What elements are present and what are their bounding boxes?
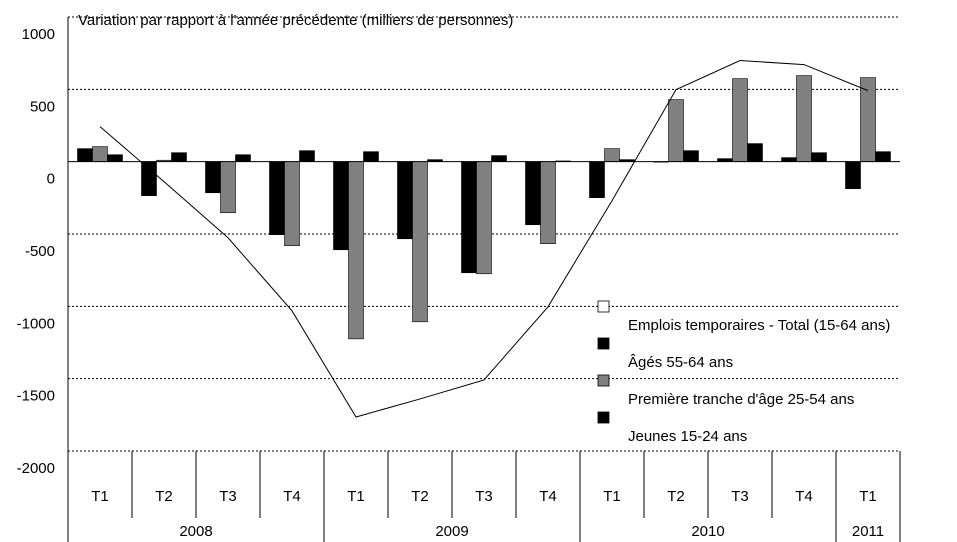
legend-label: Âgés 55-64 ans <box>628 354 733 371</box>
x-tick-label: T4 <box>795 488 813 505</box>
bar <box>491 155 507 162</box>
bar <box>796 75 812 162</box>
x-tick-label: T3 <box>219 488 237 505</box>
bar <box>107 154 123 162</box>
bar <box>348 161 364 340</box>
x-group-label: 2010 <box>691 523 724 540</box>
bar <box>811 152 827 162</box>
bar <box>525 161 541 226</box>
bar <box>92 146 108 162</box>
x-tick-label: T2 <box>411 488 429 505</box>
legend-swatch <box>597 300 610 313</box>
bar <box>412 161 428 323</box>
bar <box>205 161 221 194</box>
y-tick-label: 1000 <box>22 26 55 43</box>
bar <box>781 157 797 162</box>
bar <box>235 154 251 162</box>
legend-swatch <box>597 337 610 350</box>
x-tick-label: T2 <box>155 488 173 505</box>
legend-label: Emplois temporaires - Total (15-64 ans) <box>628 317 890 334</box>
x-tick-label: T1 <box>347 488 365 505</box>
bar <box>476 161 492 275</box>
y-tick-label: -1500 <box>17 388 55 405</box>
x-group-label: 2009 <box>435 523 468 540</box>
x-tick-label: T3 <box>475 488 493 505</box>
y-tick-label: 0 <box>47 171 55 188</box>
x-group-label: 2011 <box>852 523 884 540</box>
bar <box>604 148 620 162</box>
x-tick-label: T1 <box>603 488 621 505</box>
bar <box>540 161 556 244</box>
x-tick-label: T2 <box>667 488 685 505</box>
bar <box>220 161 236 214</box>
bar <box>333 161 349 251</box>
bar <box>363 151 379 162</box>
bar <box>589 161 605 198</box>
x-group-label: 2008 <box>179 523 212 540</box>
y-tick-label: -2000 <box>17 460 55 477</box>
bar <box>732 78 748 162</box>
bar <box>397 161 413 240</box>
bar <box>668 99 684 162</box>
x-tick-label: T4 <box>283 488 301 505</box>
y-tick-label: -500 <box>25 243 55 260</box>
y-tick-label: 500 <box>30 98 55 115</box>
bar <box>284 161 300 247</box>
x-tick-label: T4 <box>539 488 557 505</box>
y-tick-label: -1000 <box>17 315 55 332</box>
bar <box>683 150 699 162</box>
bar <box>845 161 861 190</box>
bar <box>875 151 891 162</box>
bar <box>171 152 187 162</box>
bar <box>77 148 93 162</box>
bar <box>141 161 157 196</box>
bar <box>747 143 763 162</box>
legend-label: Première tranche d'âge 25-54 ans <box>628 391 854 408</box>
bar <box>461 161 477 274</box>
bar <box>299 150 315 162</box>
line-series <box>99 60 869 418</box>
legend-swatch <box>597 411 610 424</box>
x-tick-label: T1 <box>91 488 109 505</box>
chart-annotation: Variation par rapport à l'année précéden… <box>78 12 513 29</box>
x-tick-label: T3 <box>731 488 749 505</box>
legend-swatch <box>597 374 610 387</box>
legend-label: Jeunes 15-24 ans <box>628 428 747 445</box>
bar <box>269 161 285 236</box>
x-tick-label: T1 <box>859 488 877 505</box>
